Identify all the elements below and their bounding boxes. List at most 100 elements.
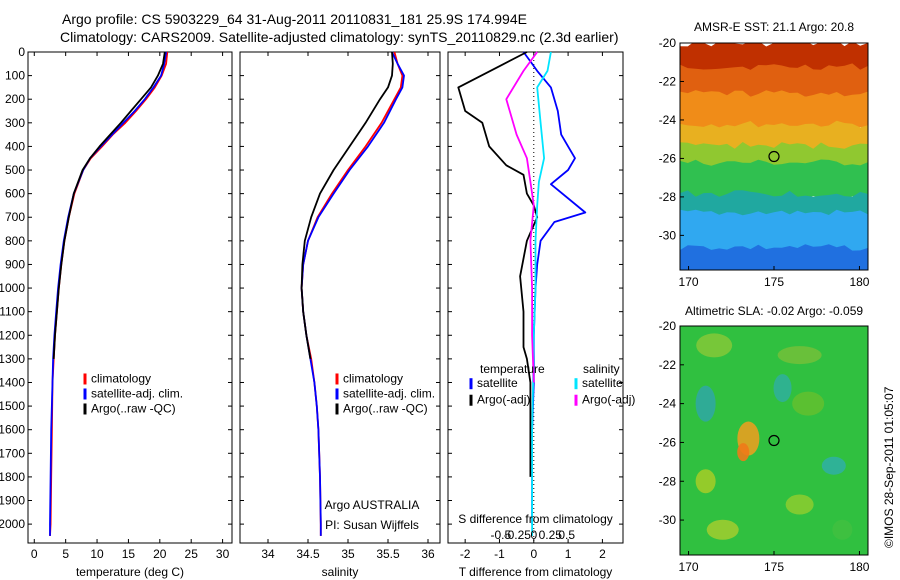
salinity-xtick-label: 35.5 [376,547,400,561]
sst-lat-tick-label: -24 [659,113,677,127]
depth-tick-label: 300 [5,116,25,130]
sla-lat-tick-label: -30 [659,513,677,527]
sla-lon-tick-label: 180 [849,560,869,574]
sst-field [680,43,868,270]
imos-timestamp: ©IMOS 28-Sep-2011 01:05:07 [882,386,896,548]
temperature-xtick-label: 25 [185,547,199,561]
sla-anomaly-patch [832,519,853,540]
sla-anomaly-patch [737,443,750,462]
difference-xtick-label: 0 [530,547,537,561]
salinity-series-line [300,51,404,536]
sst-colour-band [680,244,868,270]
s-diff-tick-label: 0 [530,528,537,542]
temperature-legend-label: climatology [91,371,151,385]
temperature-xtick-label: 20 [153,547,167,561]
s-diff-tick-label: -0.25 [504,528,532,542]
sla-field [680,326,868,555]
s-diff-tick-label: 0.5 [558,528,575,542]
sla-anomaly-patch [785,494,814,515]
sla-map-panel: Altimetric SLA: -0.02 Argo: -0.059 170 175… [659,304,870,574]
difference-series-line [457,51,539,477]
pi-label: PI: Susan Wijffels [325,518,419,532]
sla-lat-tick-label: -28 [659,474,677,488]
sla-anomaly-patch [696,333,733,358]
sla-argo-position-marker [768,434,780,447]
s-diff-tick-label: -0.5 [490,528,511,542]
sst-map-title: AMSR-E SST: 21.1 Argo: 20.8 [694,20,854,34]
temperature-xtick-label: 5 [62,547,69,561]
depth-tick-label: 2000 [0,517,25,531]
sst-lon-tick-label: 170 [679,275,699,289]
salinity-panel: 34 34.5 35 35.5 36 salinity climatologysatelli… [239,51,441,579]
difference-frame [447,51,624,544]
salinity-series-line [300,51,394,360]
sla-anomaly-patch [792,391,825,416]
depth-tick-label: 1500 [0,399,25,413]
sst-lon-tick-label: 180 [849,275,869,289]
depth-tick-label: 1800 [0,470,25,484]
sla-anomaly-patch [695,469,716,494]
sst-lat-tick-label: -26 [659,151,677,165]
temperature-legend-label: Argo(..raw -QC) [91,401,176,415]
legend-salinity-title: salinity [583,362,620,376]
sla-lon-tick-label: 170 [679,560,699,574]
depth-tick-label: 1300 [0,352,25,366]
sla-base-field [680,326,868,555]
legend-temperature-title: temperature [480,362,545,376]
depth-tick-label: 1400 [0,375,25,389]
sst-lat-tick-label: -28 [659,190,677,204]
sst-colour-band [680,90,868,134]
sla-lat-tick-label: -20 [659,319,677,333]
difference-xtick-label: 2 [599,547,606,561]
depth-tick-label: 200 [5,92,25,106]
temperature-xtick-label: 0 [31,547,38,561]
difference-xtick-label: -1 [494,547,505,561]
difference-series-line [505,51,538,383]
difference-legend-label: satellite [582,376,623,390]
salinity-xtick-label: 36 [421,547,435,561]
salinity-legend-label: climatology [343,371,403,385]
difference-panel: -2 -1 0 1 2 T difference from climatology temp… [447,51,635,579]
salinity-xtick-label: 34.5 [296,547,320,561]
s-diff-tick-label: 0.25 [539,528,563,542]
salinity-frame [239,51,441,544]
s-diff-axis-label: S difference from climatology [458,512,613,526]
sst-colour-band [680,159,868,203]
sla-lon-tick-label: 175 [764,560,784,574]
temperature-panel: 0 5 10 15 20 25 300100200300400500600700800900… [0,45,233,579]
salinity-legend-label: Argo(..raw -QC) [343,401,428,415]
sla-anomaly-patch [773,374,792,403]
sla-anomaly-patch [695,385,716,422]
depth-tick-label: 1200 [0,328,25,342]
difference-xtick-label: 1 [565,547,572,561]
temperature-series-line [52,51,166,359]
depth-tick-label: 100 [5,69,25,83]
depth-tick-label: 1900 [0,494,25,508]
sst-colour-band [680,43,868,77]
difference-legend-label: Argo(-adj) [582,393,635,407]
sst-lat-tick-label: -30 [659,228,677,242]
figure-title-line1: Argo profile: CS 5903229_64 31-Aug-2011 … [62,11,527,27]
depth-tick-label: 1100 [0,305,25,319]
sla-anomaly-patch [777,346,822,365]
difference-series-line [531,51,552,536]
salinity-xtick-label: 34 [261,547,275,561]
sst-lon-tick-label: 175 [764,275,784,289]
temperature-frame [27,51,233,544]
temperature-xtick-label: 30 [216,547,230,561]
sla-lat-tick-label: -22 [659,358,677,372]
depth-tick-label: 1700 [0,446,25,460]
sla-lat-tick-label: -26 [659,435,677,449]
difference-legend-label: Argo(-adj) [477,393,530,407]
difference-legend-label: satellite [477,376,518,390]
temperature-series-line [49,51,167,536]
sst-colour-band [680,209,868,257]
sla-map-title: Altimetric SLA: -0.02 Argo: -0.059 [685,304,863,318]
temperature-xlabel: temperature (deg C) [76,565,184,579]
depth-tick-label: 700 [5,210,25,224]
sla-lat-tick-label: -24 [659,397,677,411]
difference-xtick-label: -2 [460,547,471,561]
salinity-xlabel: salinity [322,565,359,579]
salinity-xtick-label: 35 [341,547,355,561]
sst-lat-tick-label: -22 [659,74,677,88]
